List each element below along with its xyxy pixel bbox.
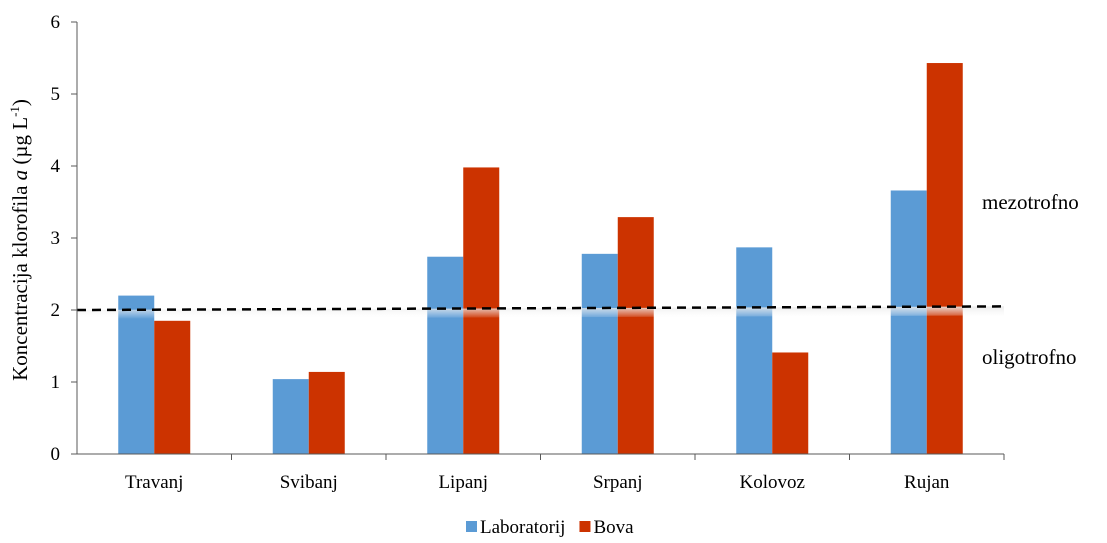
x-tick-label: Kolovoz <box>740 472 805 493</box>
bar-bova-srpanj <box>617 217 654 454</box>
bar-laboratorij-kolovoz <box>736 247 773 454</box>
y-tick-label: 1 <box>51 372 61 393</box>
y-tick-label: 0 <box>51 444 61 465</box>
x-tick-label: Lipanj <box>438 472 488 493</box>
y-tick-label: 3 <box>51 228 61 249</box>
threshold-dashed-line <box>76 305 1005 312</box>
x-tick-label: Svibanj <box>280 472 338 493</box>
bar-laboratorij-svibanj <box>272 379 309 454</box>
y-axis-label: Koncentracija klorofila a (µg L-1) <box>7 99 32 381</box>
legend-swatch-bova <box>579 521 591 532</box>
axes <box>76 22 1004 455</box>
x-tick-label: Travanj <box>125 472 183 493</box>
bar-bova-svibanj <box>308 371 345 454</box>
bar-laboratorij-lipanj <box>427 256 464 454</box>
y-tick-label: 4 <box>51 156 61 177</box>
x-axis-ticks: Travanj Svibanj Lipanj Srpanj Kolovoz Rujan <box>125 454 1005 493</box>
legend-label-bova: Bova <box>593 517 634 538</box>
y-axis-title: Koncentracija klorofila a (µg L-1) <box>7 99 32 381</box>
bar-laboratorij-travanj <box>118 295 155 454</box>
bar-laboratorij-srpanj <box>581 253 618 454</box>
y-tick-label: 2 <box>51 300 61 321</box>
legend: Laboratorij Bova <box>466 517 634 538</box>
bar-laboratorij-rujan <box>890 190 927 455</box>
bar-bova-travanj <box>154 320 191 454</box>
bars <box>118 63 963 455</box>
annotation-mezotrofno: mezotrofno <box>982 190 1079 214</box>
bar-bova-kolovoz <box>772 352 809 454</box>
y-axis-ticks: 0 1 2 3 4 5 6 <box>51 12 77 465</box>
legend-label-laboratorij: Laboratorij <box>480 517 565 538</box>
y-tick-label: 5 <box>51 84 61 105</box>
x-tick-label: Srpanj <box>593 472 643 493</box>
x-tick-label: Rujan <box>904 472 950 493</box>
y-tick-label: 6 <box>51 12 61 33</box>
annotation-oligotrofno: oligotrofno <box>982 345 1077 369</box>
threshold-line <box>76 305 1005 319</box>
bar-bova-rujan <box>926 63 963 454</box>
legend-swatch-laboratorij <box>466 521 477 532</box>
